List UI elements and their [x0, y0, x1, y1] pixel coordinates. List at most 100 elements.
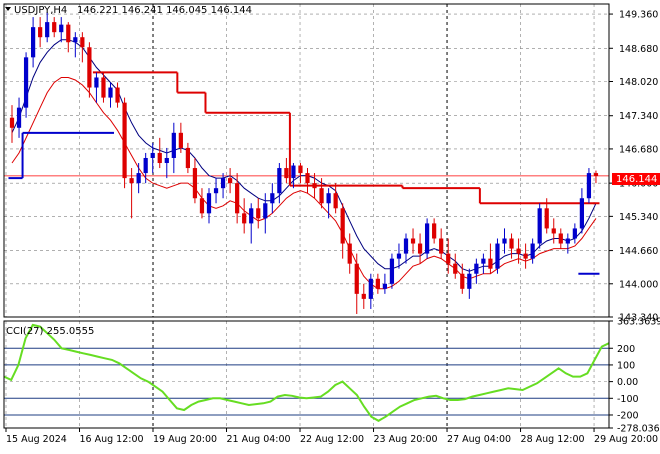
candle-body[interactable] [403, 238, 409, 254]
candle-body[interactable] [94, 77, 99, 88]
candle-body[interactable] [284, 168, 289, 179]
main-grid [4, 4, 609, 318]
candle-body[interactable] [502, 238, 507, 244]
candle-body[interactable] [249, 208, 254, 224]
candle-body[interactable] [474, 263, 479, 274]
candle-body[interactable] [9, 117, 15, 128]
candle-body[interactable] [291, 165, 296, 179]
candle-body[interactable] [143, 157, 148, 174]
candle-body[interactable] [199, 198, 205, 214]
candle-body[interactable] [256, 208, 261, 219]
candle-body[interactable] [263, 203, 268, 219]
candle-body[interactable] [136, 173, 141, 184]
candles-layer [9, 12, 599, 314]
cci-tick-label: -200 [617, 410, 639, 421]
candle-body[interactable] [52, 22, 57, 33]
candle-body[interactable] [23, 57, 29, 108]
candle-body[interactable] [16, 107, 22, 128]
candle-body[interactable] [453, 263, 458, 274]
candle-body[interactable] [73, 37, 78, 43]
candle-body[interactable] [368, 278, 373, 299]
candle-body[interactable] [30, 27, 36, 58]
candle-body[interactable] [157, 152, 162, 164]
candle-body[interactable] [516, 248, 521, 254]
candle-body[interactable] [227, 178, 233, 184]
candle-body[interactable] [410, 238, 416, 244]
candle-body[interactable] [220, 178, 226, 189]
candle-body[interactable] [396, 253, 402, 259]
candle-body[interactable] [432, 223, 437, 239]
candle-body[interactable] [382, 283, 388, 289]
candle-body[interactable] [242, 213, 247, 224]
time-tick-label: 23 Aug 20:00 [374, 434, 438, 445]
candle-body[interactable] [305, 173, 310, 184]
candle-body[interactable] [417, 243, 423, 254]
candle-body[interactable] [101, 77, 106, 98]
time-tick-label: 28 Aug 12:00 [521, 434, 585, 445]
candle-body[interactable] [192, 168, 198, 199]
time-tick-label: 21 Aug 04:00 [227, 434, 291, 445]
candle-body[interactable] [185, 147, 191, 169]
candle-body[interactable] [530, 243, 535, 259]
candle-body[interactable] [150, 152, 155, 158]
cci-tick-label: 100 [617, 360, 635, 371]
cci-tick-label: -100 [617, 394, 639, 405]
symbol-label: USDJPY,H4 [14, 5, 67, 16]
candle-body[interactable] [439, 238, 444, 254]
candle-body[interactable] [80, 37, 85, 48]
candle-body[interactable] [551, 228, 556, 234]
candle-body[interactable] [361, 293, 366, 299]
candle-body[interactable] [277, 168, 282, 194]
candle-body[interactable] [312, 183, 317, 189]
candle-body[interactable] [460, 273, 465, 289]
candle-body[interactable] [319, 188, 324, 204]
candle-body[interactable] [270, 193, 275, 204]
candle-body[interactable] [45, 22, 50, 38]
candle-body[interactable] [38, 27, 43, 38]
candle-body[interactable] [115, 87, 120, 103]
candle-body[interactable] [171, 132, 176, 158]
candle-body[interactable] [213, 188, 219, 194]
time-tick-label: 29 Aug 20:00 [594, 434, 658, 445]
candle-body[interactable] [509, 238, 514, 249]
candle-body[interactable] [593, 173, 599, 176]
price-panel-frame [3, 3, 610, 318]
candle-body[interactable] [164, 157, 169, 164]
candle-body[interactable] [206, 193, 212, 214]
candle-body[interactable] [565, 238, 570, 244]
candle-body[interactable] [333, 193, 338, 209]
candle-body[interactable] [586, 173, 592, 199]
candle-body[interactable] [235, 183, 240, 214]
candle-body[interactable] [446, 253, 451, 264]
candle-body[interactable] [389, 258, 395, 284]
candle-body[interactable] [354, 263, 359, 294]
price-tick-label: 148.020 [619, 77, 658, 88]
candle-body[interactable] [375, 278, 380, 289]
candle-body[interactable] [108, 87, 113, 98]
candle-body[interactable] [488, 258, 493, 269]
candle-body[interactable] [87, 47, 92, 88]
candle-body[interactable] [572, 228, 577, 239]
candle-body[interactable] [66, 24, 71, 43]
candle-body[interactable] [340, 208, 345, 244]
candle-body[interactable] [579, 198, 585, 229]
candle-body[interactable] [59, 24, 64, 33]
candle-body[interactable] [481, 258, 486, 264]
symbol-dropdown-icon[interactable] [5, 7, 11, 11]
candle-body[interactable] [558, 233, 563, 244]
candle-body[interactable] [122, 102, 127, 179]
candle-body[interactable] [326, 193, 331, 204]
candle-body[interactable] [129, 178, 134, 184]
candle-body[interactable] [544, 208, 549, 229]
price-tick-label: 144.660 [619, 246, 658, 257]
candle-body[interactable] [537, 208, 542, 244]
time-tick-label: 19 Aug 20:00 [153, 434, 217, 445]
candle-body[interactable] [495, 243, 500, 269]
candle-body[interactable] [178, 132, 183, 148]
candle-body[interactable] [523, 253, 528, 259]
candle-body[interactable] [424, 223, 430, 254]
candle-body[interactable] [298, 165, 303, 174]
candle-body[interactable] [467, 273, 472, 289]
candle-body[interactable] [347, 243, 352, 264]
